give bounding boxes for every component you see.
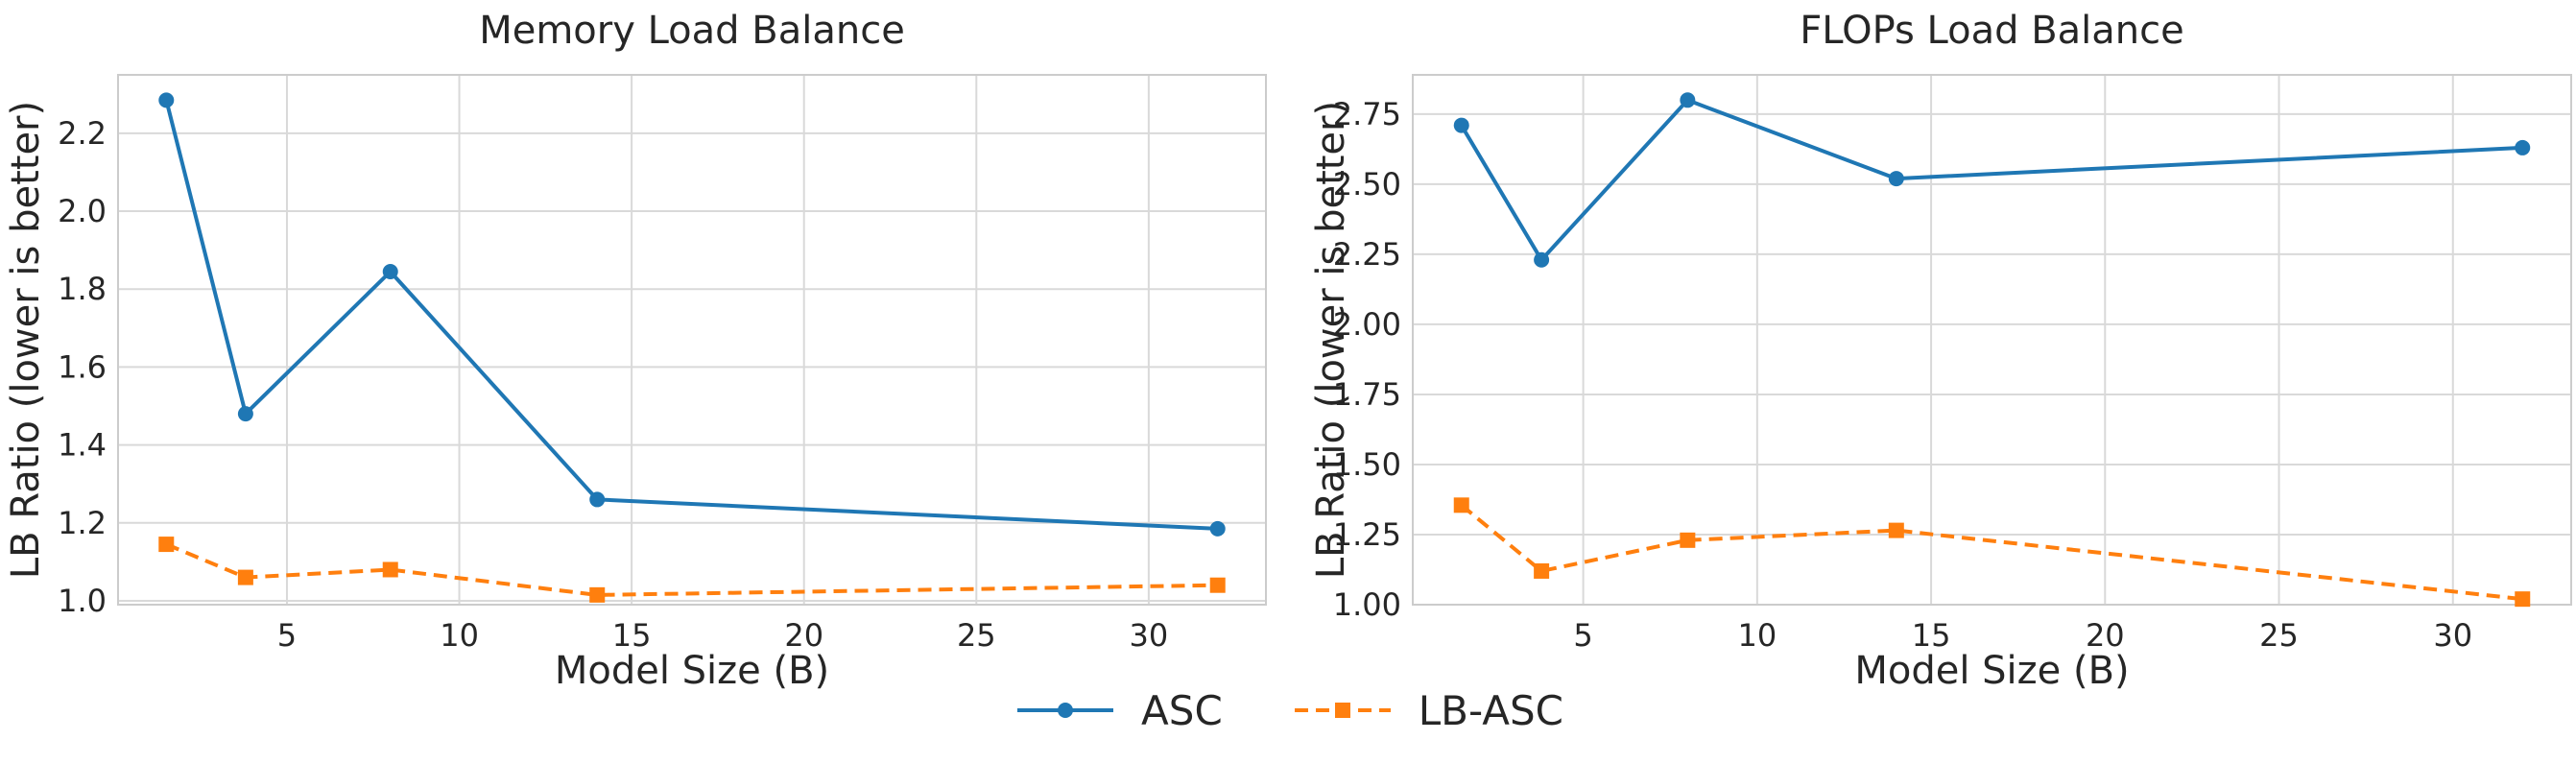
p1-y-tick-label-3: 1.75 <box>1333 376 1401 413</box>
p0-y-axis-label: LB Ratio (lower is better) <box>4 101 48 579</box>
p1-asc-point-4 <box>2515 139 2531 155</box>
legend-label-lb-asc: LB-ASC <box>1418 686 1563 734</box>
flops-load-balance-chart: 5 10 15 20 25 30 1.00 1.25 1.50 1.75 2.00 2.25 2.50 2… <box>1309 9 2572 693</box>
p0-asc-point-3 <box>589 491 606 508</box>
p1-y-tick-label-0: 1.00 <box>1333 586 1401 623</box>
p0-y-tick-label-4: 1.8 <box>58 271 107 307</box>
p1-y-tick-label-5: 2.25 <box>1333 236 1401 273</box>
p1-x-tick-label-4: 25 <box>2259 617 2299 654</box>
p1-y-tick-label-7: 2.75 <box>1333 96 1401 132</box>
p1-lb-asc-point-2 <box>1680 532 1696 548</box>
p1-y-tick-label-6: 2.50 <box>1333 166 1401 203</box>
p1-asc-point-2 <box>1680 92 1696 108</box>
p0-lb-asc-point-2 <box>382 561 398 578</box>
p1-x-axis-label: Model Size (B) <box>1854 649 2129 693</box>
p0-x-tick-label-3: 20 <box>784 617 823 654</box>
p1-x-tick-label-3: 20 <box>2086 617 2125 654</box>
p0-x-tick-label-0: 5 <box>277 617 297 654</box>
p0-asc-point-2 <box>382 263 398 279</box>
p1-chart-title: FLOPs Load Balance <box>1800 9 2184 53</box>
p0-asc-point-1 <box>237 406 253 422</box>
legend-entry-asc: ASC <box>1013 687 1223 734</box>
p0-chart-title: Memory Load Balance <box>479 9 905 53</box>
p0-x-tick-label-1: 10 <box>440 617 479 654</box>
p0-lb-asc-point-0 <box>158 537 175 553</box>
p0-y-tick-label-5: 2.0 <box>58 193 107 229</box>
p0-x-tick-label-2: 15 <box>612 617 652 654</box>
p1-lb-asc-line <box>1460 503 2523 602</box>
p1-axes-frame <box>1412 74 2572 606</box>
p1-asc-point-1 <box>1534 251 1550 268</box>
p0-y-tick-label-1: 1.2 <box>58 505 107 541</box>
p0-x-axis-label: Model Size (B) <box>555 649 829 693</box>
p1-y-tick-label-4: 2.00 <box>1333 306 1401 343</box>
p1-plot-area <box>1413 75 2571 605</box>
p1-lb-asc-point-1 <box>1534 562 1550 579</box>
p0-x-tick-label-5: 30 <box>1130 617 1169 654</box>
p1-x-tick-label-2: 15 <box>1912 617 1951 654</box>
asc-legend-marker <box>1017 703 1114 718</box>
p0-y-tick-label-2: 1.4 <box>58 427 107 464</box>
p1-x-tick-label-0: 5 <box>1573 617 1592 654</box>
p1-asc-point-3 <box>1888 171 1904 187</box>
p0-x-tick-label-4: 25 <box>957 617 996 654</box>
p1-x-tick-label-5: 30 <box>2433 617 2472 654</box>
memory-load-balance-chart: 5 10 15 20 25 30 1.0 1.2 1.4 1.6 1.8 2.0 2.2 Memory L… <box>4 9 1267 693</box>
p1-y-tick-label-1: 1.25 <box>1333 516 1401 553</box>
p1-y-tick-label-2: 1.50 <box>1333 446 1401 483</box>
p0-y-tick-label-6: 2.2 <box>58 115 107 152</box>
p0-lb-asc-line <box>165 542 1218 597</box>
p0-lb-asc-point-1 <box>237 569 253 585</box>
p0-axes-frame <box>117 74 1267 606</box>
p1-lb-asc-point-3 <box>1888 522 1904 538</box>
legend-label-asc: ASC <box>1141 686 1223 734</box>
p1-x-tick-label-1: 10 <box>1737 617 1777 654</box>
p1-asc-point-0 <box>1453 117 1469 133</box>
lb-asc-legend-marker <box>1294 703 1391 718</box>
p0-asc-point-4 <box>1209 520 1226 537</box>
p0-asc-point-0 <box>158 92 175 108</box>
p1-y-axis-label: LB Ratio (lower is better) <box>1309 101 1353 579</box>
p0-y-tick-label-3: 1.6 <box>58 348 107 385</box>
p1-lb-asc-point-4 <box>2515 591 2531 608</box>
legend: ASC LB-ASC <box>0 672 2576 749</box>
p0-lb-asc-point-3 <box>589 586 606 603</box>
p0-y-tick-label-0: 1.0 <box>58 583 107 619</box>
p0-plot-area <box>118 75 1266 605</box>
legend-entry-lb-asc: LB-ASC <box>1290 687 1563 734</box>
p0-lb-asc-point-4 <box>1209 577 1226 593</box>
p1-lb-asc-point-0 <box>1453 497 1469 513</box>
